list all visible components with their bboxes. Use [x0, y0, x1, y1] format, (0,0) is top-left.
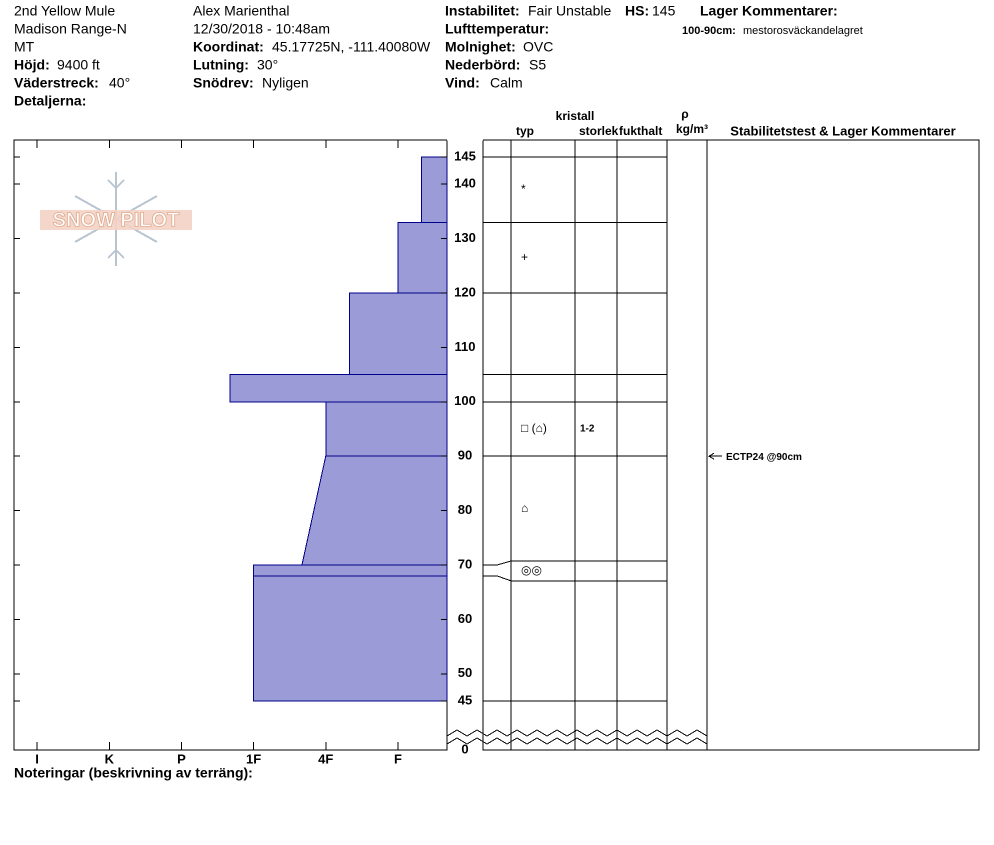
- value: 45.17725N, -111.40080W: [272, 39, 431, 55]
- label: Lutning:: [193, 57, 249, 73]
- depth-label: 50: [458, 665, 472, 680]
- grain-size: 1-2: [580, 424, 595, 435]
- label: Vind:: [445, 75, 480, 91]
- label: Koordinat:: [193, 39, 264, 55]
- hardness-layer: [253, 564, 448, 577]
- hardness-layer: [229, 374, 448, 403]
- value: OVC: [523, 39, 553, 55]
- column-header: fukthalt: [619, 124, 662, 138]
- observer: Alex Marienthal: [193, 3, 290, 19]
- grain-type: *: [521, 182, 526, 196]
- depth-label: 60: [458, 611, 472, 626]
- table-frame: [482, 139, 980, 751]
- value: 40°: [109, 75, 130, 91]
- value: 145: [652, 3, 676, 19]
- label: Snödrev:: [193, 75, 254, 91]
- depth-label: 0: [461, 741, 468, 756]
- hardness-layer: [397, 221, 448, 294]
- range: Madison Range-N: [14, 21, 127, 37]
- depth-label: 100: [454, 393, 476, 408]
- test-arrow: [708, 452, 722, 460]
- axis-break: [446, 729, 708, 745]
- column-header: kristall: [556, 109, 595, 123]
- column-header: storlek: [579, 124, 619, 138]
- depth-label: 110: [455, 339, 476, 354]
- hardness-label: 4F: [318, 751, 333, 766]
- stability-test: ECTP24 @90cm: [726, 452, 802, 463]
- grain-type: ⌂: [521, 501, 528, 515]
- value: Calm: [490, 75, 523, 91]
- notes-label: Noteringar (beskrivning av terräng):: [14, 765, 253, 781]
- logo-band: [40, 210, 192, 230]
- depth-label: 120: [454, 284, 476, 299]
- hardness-layer: [301, 455, 448, 566]
- label: Instabilitet:: [445, 3, 520, 19]
- state: MT: [14, 39, 35, 55]
- label: Nederbörd:: [445, 57, 520, 73]
- site: 2nd Yellow Mule: [14, 3, 115, 19]
- label: Höjd:: [14, 57, 50, 73]
- column-header: Stabilitetstest & Lager Kommentarer: [730, 123, 955, 138]
- logo-text: SNOW PILOT: [53, 209, 180, 231]
- hardness-label: I: [35, 751, 39, 766]
- label: Lufttemperatur:: [445, 21, 549, 37]
- label: Väderstreck:: [14, 75, 99, 91]
- label: Molnighet:: [445, 39, 516, 55]
- hardness-layer: [325, 401, 448, 457]
- value: Fair Unstable: [528, 3, 611, 19]
- depth-label: 90: [458, 448, 472, 463]
- grain-type: +: [521, 250, 528, 264]
- grain-type: □ (⌂): [521, 421, 547, 435]
- column-header: typ: [516, 124, 534, 138]
- label: Lager Kommentarer:: [700, 3, 838, 19]
- value: 30°: [257, 57, 278, 73]
- datetime: 12/30/2018 - 10:48am: [193, 21, 330, 37]
- depth-label: 45: [458, 692, 472, 707]
- grain-type: ◎◎: [521, 563, 542, 577]
- hardness-label: F: [394, 751, 402, 766]
- depth-label: 70: [458, 556, 472, 571]
- label: 100-90cm:: [682, 25, 736, 37]
- label: Detaljerna:: [14, 93, 86, 109]
- value: mestorosväckandelagret: [743, 25, 863, 37]
- label: HS:: [625, 3, 649, 19]
- hardness-layer: [421, 156, 448, 223]
- hardness-layer: [253, 575, 448, 702]
- hardness-label: K: [105, 751, 115, 766]
- column-header: ρ: [681, 107, 688, 121]
- depth-label: 130: [454, 230, 476, 245]
- value: S5: [529, 57, 546, 73]
- depth-label: 140: [454, 176, 476, 191]
- depth-label: 80: [458, 502, 472, 517]
- hardness-layer: [349, 292, 448, 376]
- value: 9400 ft: [57, 57, 100, 73]
- column-header: kg/m³: [676, 122, 708, 136]
- hardness-label: P: [177, 751, 186, 766]
- depth-label: 145: [454, 148, 476, 163]
- hardness-label: 1F: [246, 751, 261, 766]
- table-columns: [510, 140, 708, 750]
- layer-connector: [483, 560, 512, 566]
- value: Nyligen: [262, 75, 309, 91]
- layer-connector: [483, 575, 512, 582]
